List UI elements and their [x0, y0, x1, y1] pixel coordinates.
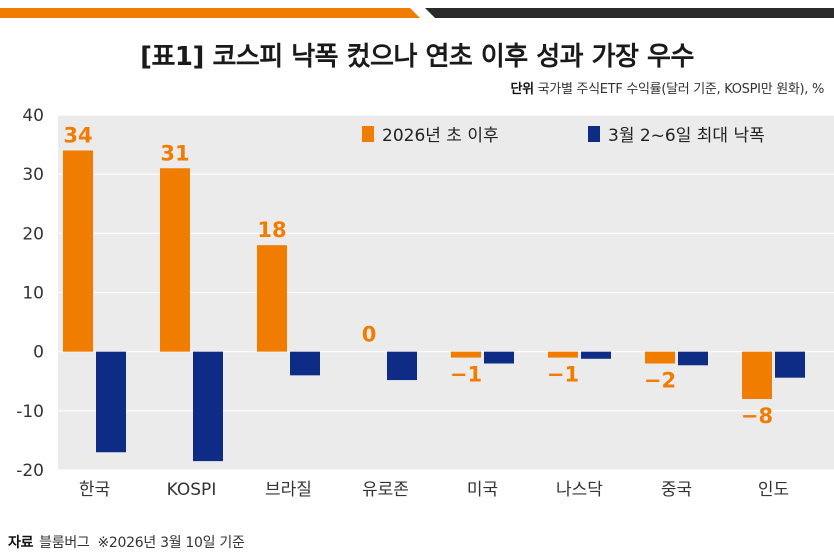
x-tick-label: 유로존 — [362, 480, 409, 500]
x-tick-label: 브라질 — [265, 480, 312, 500]
bar-1-series-2 — [96, 351, 126, 453]
data-label-2: 31 — [160, 141, 189, 165]
bar-6-series-2 — [581, 351, 611, 359]
x-tick-label: KOSPI — [167, 480, 217, 500]
bar-5-series-2 — [484, 351, 514, 364]
top-bar-orange-tip — [410, 8, 420, 18]
data-label-8: −8 — [741, 404, 773, 428]
unit-text: 국가별 주식ETF 수익률(달러 기준, KOSPI만 원화), % — [537, 82, 825, 97]
data-label-6: −1 — [547, 363, 579, 387]
bar-7-series-1 — [645, 351, 675, 364]
bar-7-series-2 — [678, 351, 708, 366]
chart-title: [표1] 코스피 낙폭 컸으나 연초 이후 성과 가장 우수 — [140, 42, 694, 72]
legend-swatch-1 — [362, 126, 374, 142]
y-tick-label: 40 — [22, 106, 44, 126]
bar-5-series-1 — [451, 351, 481, 358]
data-label-1: 34 — [63, 124, 92, 148]
data-label-3: 18 — [257, 218, 286, 242]
y-tick-label: 10 — [22, 284, 44, 304]
bar-1-series-1 — [63, 150, 93, 352]
x-tick-label: 한국 — [79, 480, 110, 500]
bar-3-series-1 — [257, 245, 287, 352]
bar-2-series-2 — [193, 351, 223, 462]
unit-note: 단위 국가별 주식ETF 수익률(달러 기준, KOSPI만 원화), % — [510, 78, 824, 97]
x-tick-label: 중국 — [661, 480, 692, 500]
x-tick-label: 나스닥 — [556, 480, 603, 500]
top-bar-dark — [425, 8, 834, 18]
data-label-4: 0 — [362, 323, 377, 347]
bar-2-series-1 — [160, 168, 190, 352]
data-label-5: −1 — [450, 363, 482, 387]
legend-label-1: 2026년 초 이후 — [382, 126, 499, 146]
top-decor-bar — [0, 8, 834, 18]
source-text: 블룸버그 — [39, 535, 90, 551]
y-tick-label: -20 — [16, 461, 44, 481]
source-date-note: ※2026년 3월 10일 기준 — [97, 535, 245, 551]
bar-3-series-2 — [290, 351, 320, 376]
y-tick-label: 0 — [33, 343, 44, 363]
source-label: 자료 — [8, 535, 34, 551]
bar-8-series-1 — [742, 351, 772, 399]
top-bar-orange — [0, 8, 410, 18]
data-label-7: −2 — [644, 369, 676, 393]
bar-8-series-2 — [775, 351, 805, 378]
source-note: 자료 블룸버그 ※2026년 3월 10일 기준 — [8, 532, 245, 552]
legend-label-2: 3월 2~6일 최대 낙폭 — [608, 126, 765, 146]
bar-6-series-1 — [548, 351, 578, 358]
y-tick-label: 20 — [22, 224, 44, 244]
x-tick-label: 인도 — [758, 480, 789, 500]
x-tick-label: 미국 — [467, 480, 498, 500]
y-tick-label: -10 — [16, 402, 44, 422]
y-tick-label: 30 — [22, 165, 44, 185]
legend-swatch-2 — [588, 126, 600, 142]
unit-label: 단위 — [510, 82, 534, 97]
bar-4-series-2 — [387, 351, 417, 381]
